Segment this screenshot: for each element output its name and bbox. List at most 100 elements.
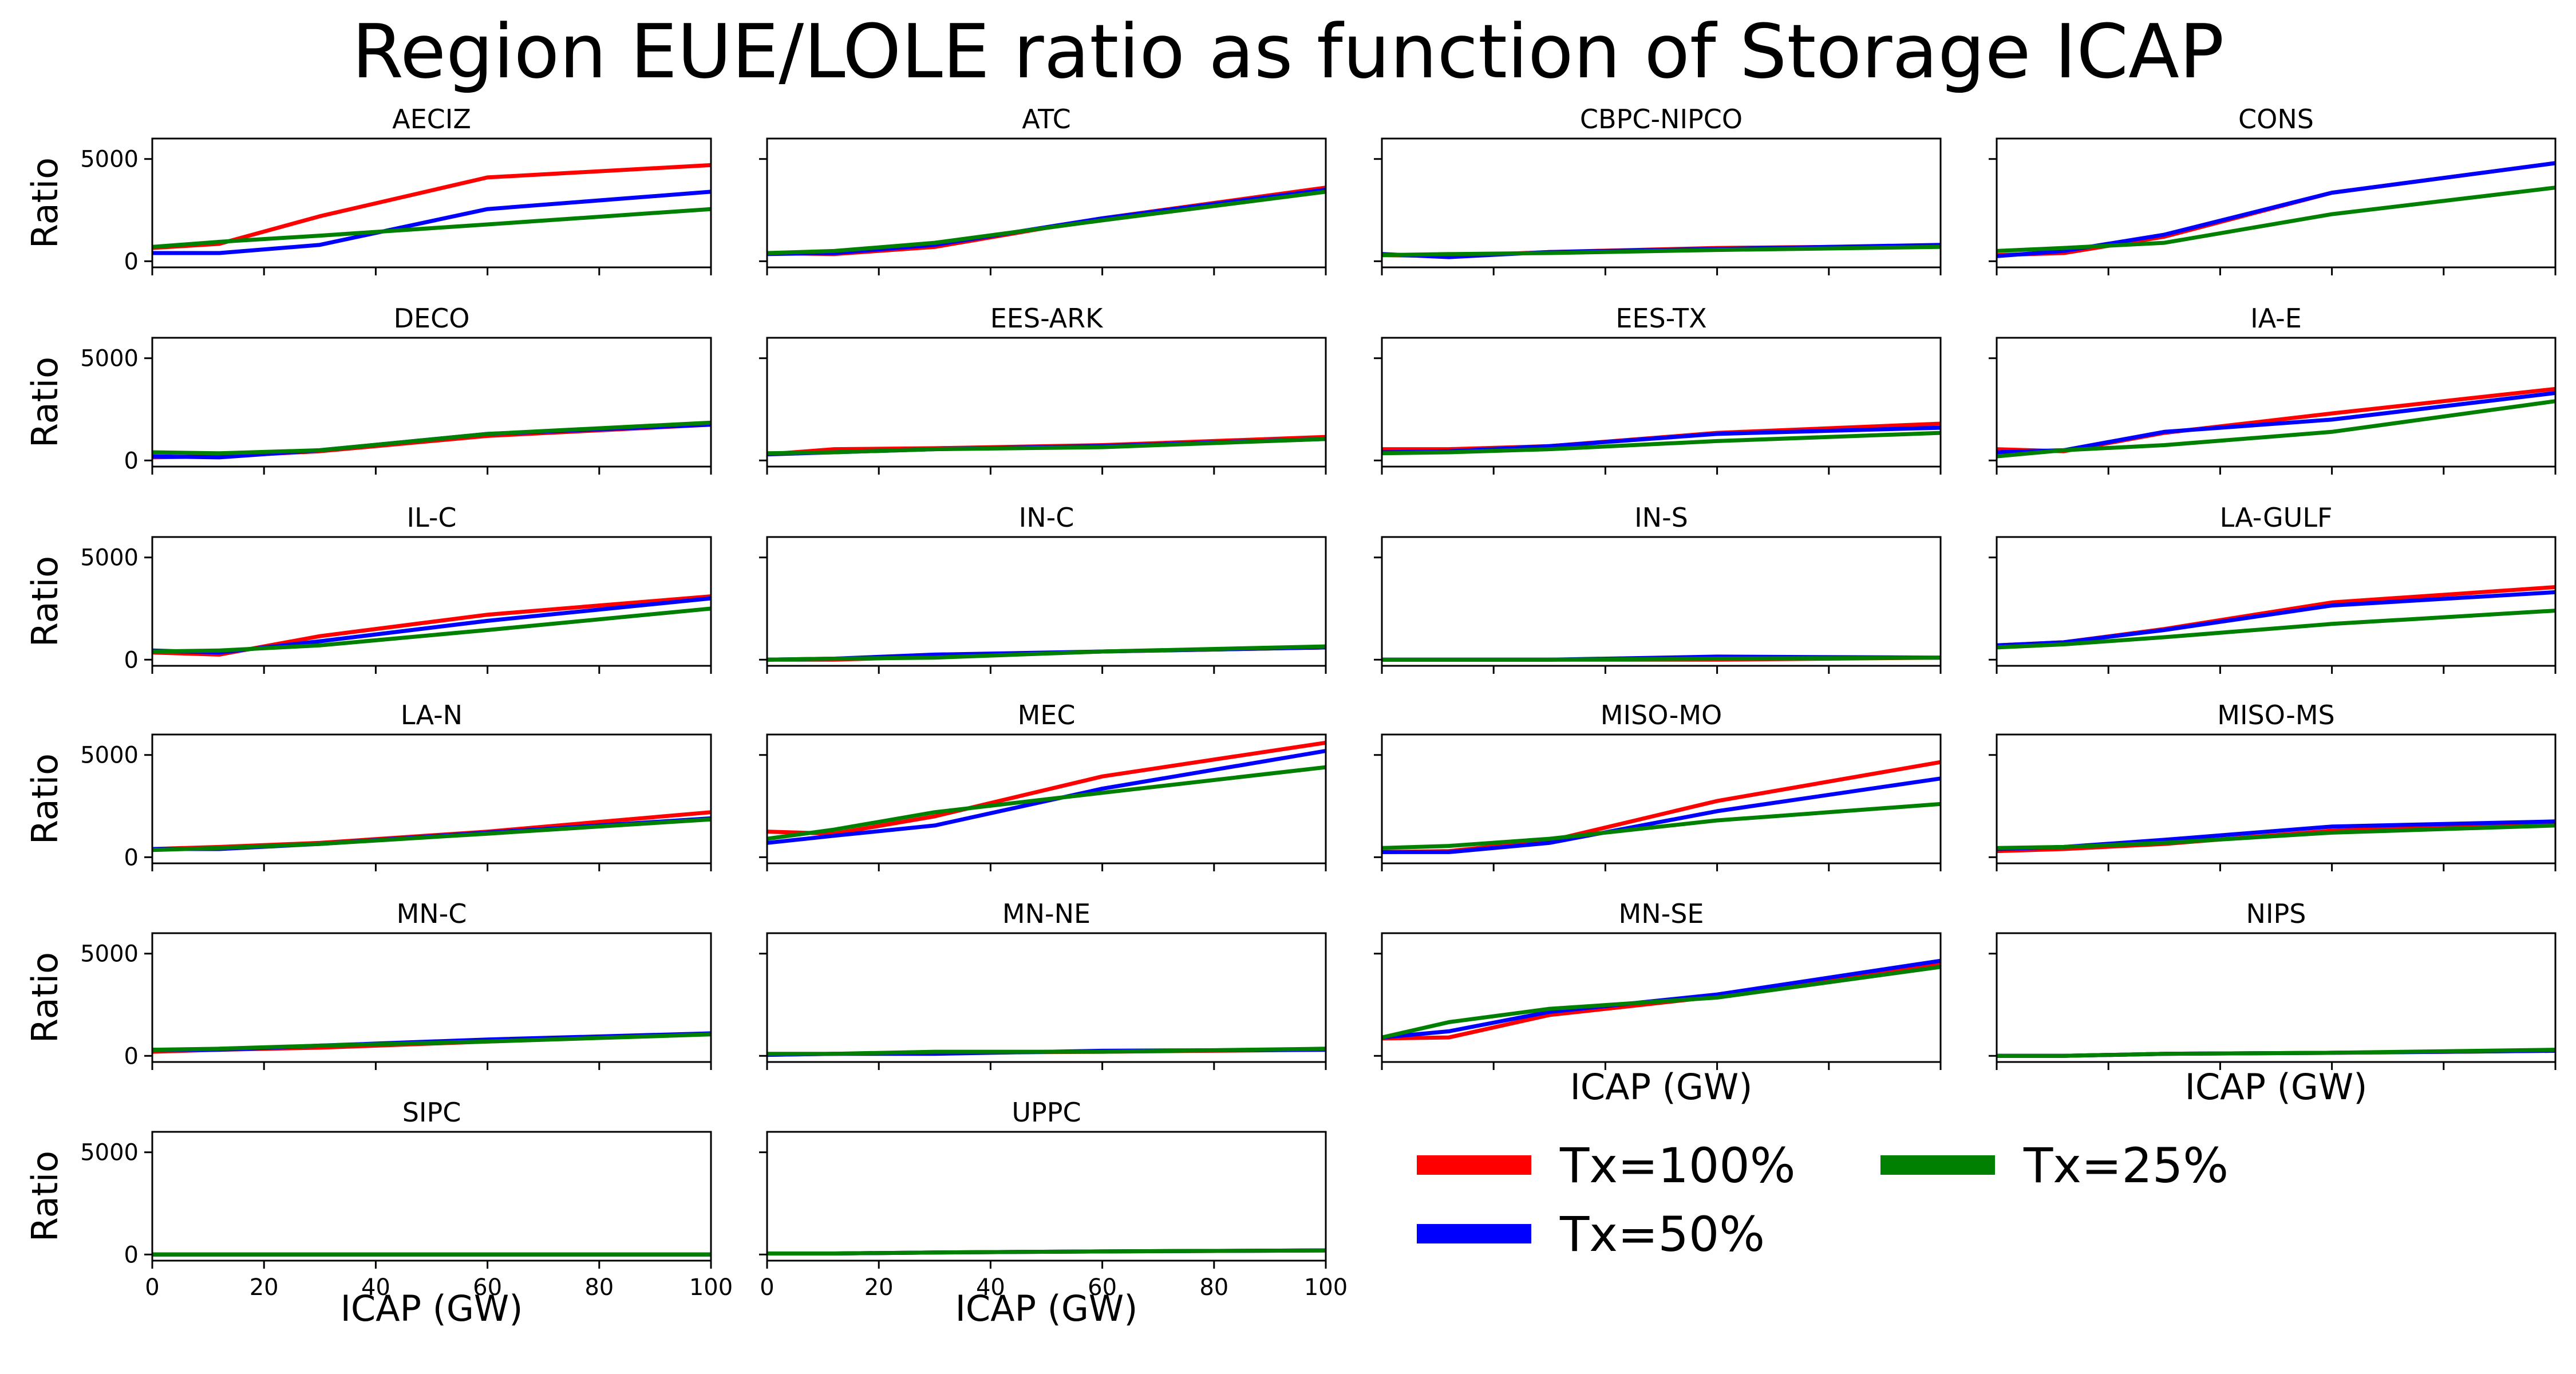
panel-title: MN-C (397, 898, 467, 929)
panel-title: IN-C (1019, 502, 1074, 533)
panel-in-s: IN-S (1374, 502, 1942, 674)
axes-frame (766, 137, 1327, 269)
axes-frame (1381, 536, 1942, 667)
panel-mn-c: MN-C 0 5000 Ratio (24, 898, 712, 1070)
axes-frame (151, 1131, 712, 1262)
y-tick-label: 0 (124, 844, 139, 871)
axes-frame (1996, 137, 2557, 269)
series-line-tx25 (1381, 802, 1941, 850)
x-tick-label: 100 (689, 1274, 733, 1301)
panel-title: MN-NE (1002, 898, 1091, 929)
axes-frame (1381, 733, 1942, 864)
axes-frame (1996, 932, 2557, 1063)
series-line-tx50 (1381, 958, 1941, 1040)
series-line-tx25 (1996, 185, 2556, 253)
panel-title: LA-N (401, 700, 463, 731)
series-line-tx50 (1996, 161, 2556, 258)
panel-title: MEC (1018, 700, 1076, 731)
panel-title: CONS (2238, 104, 2314, 135)
panel-mn-ne: MN-NE (759, 898, 1327, 1070)
series-line-tx25 (767, 765, 1326, 841)
axes-frame (1996, 337, 2557, 468)
y-tick-label: 0 (124, 248, 139, 275)
series-line-tx25 (1996, 399, 2556, 459)
panel-title: EES-ARK (990, 303, 1104, 334)
x-tick-label: 100 (1304, 1274, 1348, 1301)
series-line-tx25 (1381, 244, 1941, 258)
x-tick-label: 40 (976, 1274, 1005, 1301)
series-line-tx25 (152, 207, 712, 249)
panel-title: SIPC (402, 1097, 461, 1128)
panel-aeciz: AECIZ 0 5000 Ratio (24, 104, 712, 275)
panel-deco: DECO 0 5000 Ratio (24, 303, 712, 475)
series-line-tx25 (1996, 823, 2556, 850)
panel-mec: MEC (759, 700, 1327, 871)
legend-label: Tx=100% (1559, 1138, 1796, 1194)
y-axis-label: Ratio (24, 556, 66, 647)
series-line-tx25 (1382, 656, 1941, 662)
axes-frame (151, 932, 712, 1063)
x-tick-label: 0 (145, 1274, 159, 1301)
x-axis-label: ICAP (GW) (955, 1288, 1138, 1329)
panel-title: IL-C (406, 502, 456, 533)
panel-title: AECIZ (392, 104, 471, 135)
panel-title: NIPS (2246, 898, 2306, 929)
series-line-tx25 (152, 1032, 712, 1052)
y-tick-label: 0 (124, 1043, 139, 1069)
panel-la-gulf: LA-GULF (1989, 502, 2557, 674)
panel-title: CBPC-NIPCO (1580, 104, 1743, 135)
series-line-tx25 (1381, 965, 1941, 1040)
series-line-tx50 (1382, 776, 1941, 854)
panel-title: EES-TX (1615, 303, 1706, 334)
axes-frame (766, 1131, 1327, 1262)
axes-frame (151, 536, 712, 667)
axes-frame (1381, 137, 1942, 269)
y-axis-label: Ratio (24, 357, 66, 448)
x-tick-label: 60 (1088, 1274, 1117, 1301)
x-tick-label: 20 (250, 1274, 279, 1301)
axes-frame (766, 536, 1327, 667)
x-axis-label: ICAP (GW) (2185, 1066, 2368, 1108)
axes-frame (151, 337, 712, 468)
y-tick-label: 5000 (80, 545, 139, 571)
axes-frame (1381, 932, 1942, 1063)
x-tick-label: 60 (473, 1274, 502, 1301)
figure-title: Region EUE/LOLE ratio as function of Sto… (352, 8, 2225, 95)
y-tick-label: 0 (124, 647, 139, 673)
panel-title: MISO-MO (1601, 700, 1722, 731)
series-line-tx25 (767, 189, 1326, 255)
axes-frame (1996, 536, 2557, 667)
panel-sipc: SIPC 0 5000 0 20 40 60 80 100 Ratio ICAP (GW) (24, 1097, 733, 1329)
panel-title: LA-GULF (2220, 502, 2333, 533)
legend-entry-tx100: Tx=100% (1417, 1138, 1796, 1194)
panel-title: ATC (1022, 104, 1070, 135)
x-tick-label: 40 (361, 1274, 390, 1301)
panel-title: MN-SE (1619, 898, 1704, 929)
series-line-tx25 (1996, 609, 2556, 650)
y-axis-label: Ratio (24, 753, 66, 844)
panel-ia-e: IA-E (1989, 303, 2557, 475)
panel-atc: ATC (759, 104, 1327, 275)
series-line-tx25 (767, 437, 1326, 456)
y-axis-label: Ratio (24, 952, 66, 1043)
series-line-tx25 (152, 420, 712, 456)
panel-miso-mo: MISO-MO (1374, 700, 1942, 871)
series-line-tx50 (1996, 590, 2556, 647)
axes-frame (1996, 733, 2557, 864)
panel-in-c: IN-C (759, 502, 1327, 674)
panel-mn-se: MN-SE ICAP (GW) (1374, 898, 1942, 1108)
series-line-tx25 (767, 644, 1326, 662)
panel-uppc: UPPC 0 20 40 60 80 100 ICAP (GW) (759, 1097, 1348, 1329)
axes-frame (766, 733, 1327, 864)
panel-title: DECO (394, 303, 470, 334)
y-axis-label: Ratio (24, 157, 66, 248)
x-tick-label: 20 (864, 1274, 894, 1301)
x-axis-label: ICAP (GW) (1570, 1066, 1753, 1108)
panel-il-c: IL-C 0 5000 Ratio (24, 502, 712, 674)
panel-grid: AECIZ 0 5000 Ratio ATC CBPC-NIPCO CONS DECO 0 500… (24, 104, 2557, 1329)
y-tick-label: 5000 (80, 147, 139, 173)
panel-ees-tx: EES-TX (1374, 303, 1942, 475)
y-tick-label: 0 (124, 448, 139, 474)
y-tick-label: 5000 (80, 941, 139, 968)
axes-frame (151, 733, 712, 864)
